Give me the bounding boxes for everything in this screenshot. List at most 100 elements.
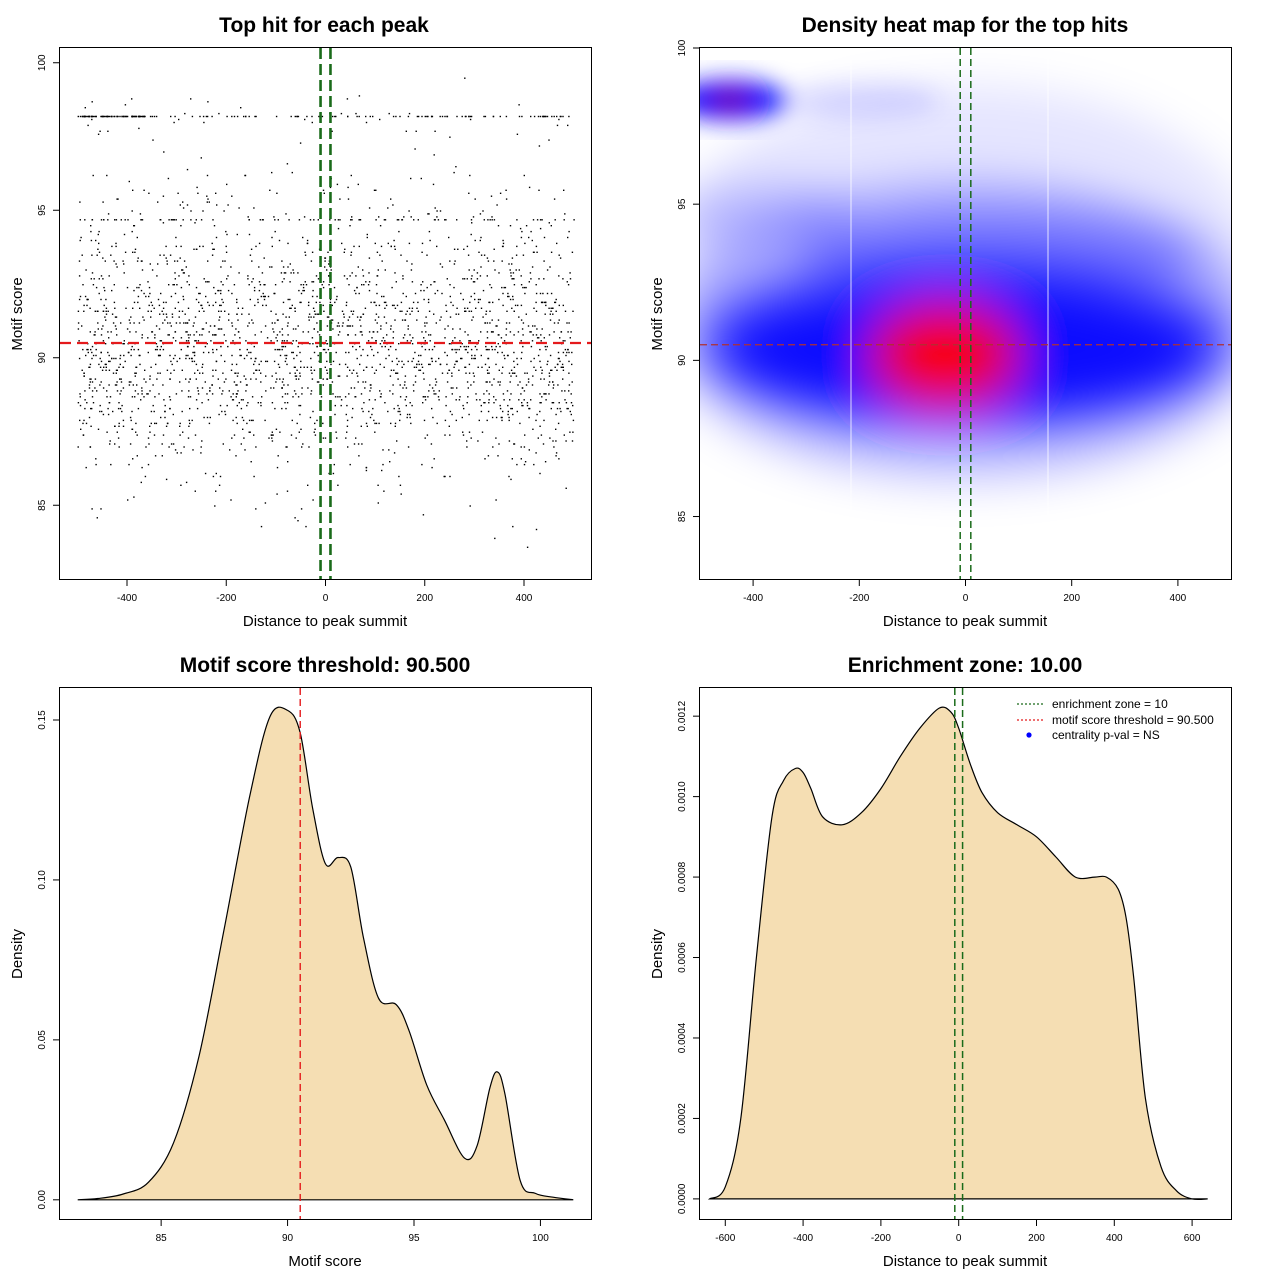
scatter-point [218,413,220,416]
scatter-point [563,434,565,436]
scatter-point [485,348,488,351]
scatter-point [160,416,162,419]
scatter-point [190,210,192,212]
scatter-point [474,198,476,200]
scatter-point [107,219,109,221]
scatter-point [555,310,557,312]
scatter-point [271,171,273,174]
scatter-point [217,289,219,292]
scatter-point [341,310,344,312]
scatter-point [198,310,200,312]
scatter-point [556,407,559,410]
scatter-point [179,425,181,427]
scatter-point [115,384,118,386]
scatter-point [117,437,120,439]
scatter-point [365,422,368,425]
scatter-point [156,345,159,348]
scatter-point [502,393,505,395]
scatter-point [468,413,470,416]
scatter-point [291,304,293,307]
scatter-point [150,316,152,318]
scatter-point [368,410,370,413]
scatter-point [435,381,438,383]
scatter-point [394,248,396,250]
scatter-point [455,399,457,401]
scatter-point [497,343,499,345]
scatter-point [143,319,145,321]
scatter-point [513,351,515,354]
scatter-point [284,402,286,404]
scatter-point [365,469,368,472]
scatter-point [107,413,110,416]
scatter-point [331,304,333,307]
scatter-point [443,475,445,478]
scatter-point [122,343,124,345]
scatter-point [439,210,442,212]
scatter-point [188,425,190,427]
scatter-point [570,413,572,416]
scatter-point [334,404,336,407]
scatter-point [134,396,136,398]
scatter-point [211,242,213,245]
scatter-point [332,472,335,475]
scatter-point [250,351,252,354]
scatter-point [203,278,205,280]
scatter-point [294,307,296,309]
scatter-point [538,145,541,147]
scatter-point [150,310,152,312]
scatter-point [438,357,440,360]
scatter-point [118,425,120,427]
scatter-point [362,381,364,383]
scatter-point [499,381,501,383]
scatter-point [553,322,556,324]
scatter-point [95,354,97,357]
scatter-point [96,390,98,392]
scatter-point [168,284,170,286]
scatter-point [112,410,114,413]
scatter-point [241,307,244,309]
scatter-point [212,375,214,377]
scatter-point [467,396,469,398]
scatter-point [359,316,362,318]
scatter-point [358,455,360,457]
scatter-point [337,322,340,324]
scatter-point [217,378,219,380]
scatter-point [288,316,290,318]
scatter-point [507,354,509,357]
scatter-point [104,316,106,318]
scatter-point [378,422,380,425]
scatter-point [313,316,315,318]
scatter-point [201,402,203,404]
scatter-point [379,343,382,345]
scatter-point [540,434,543,436]
scatter-point [126,328,129,330]
scatter-point [91,101,93,103]
scatter-point [232,393,234,395]
heatmap-x-tick-label: 0 [963,593,969,604]
scatter-point [518,104,520,106]
scatter-point [91,357,93,360]
scatter-point [172,443,175,445]
scatter-point [108,384,110,386]
scatter-point [370,301,372,304]
scatter-point [491,319,493,321]
scatter-point [358,115,360,118]
scatter-point [374,399,376,401]
scatter-point [530,360,532,363]
scatter-point [302,331,304,333]
scatter-point [426,286,428,289]
scatter-point [300,366,302,368]
scatter-point [106,115,108,118]
scatter-point [351,372,353,374]
scatter-point [143,378,145,380]
scatter-point [167,422,169,425]
scatter-point [566,407,568,410]
scatter-point [286,363,288,366]
scatter-point [236,375,239,377]
scatter-point [139,284,141,286]
scatter-point [253,345,255,348]
scatter-point [394,422,397,425]
scatter-x-tick-label: -400 [117,593,137,604]
scatter-point [399,384,401,386]
scatter-point [198,292,200,295]
